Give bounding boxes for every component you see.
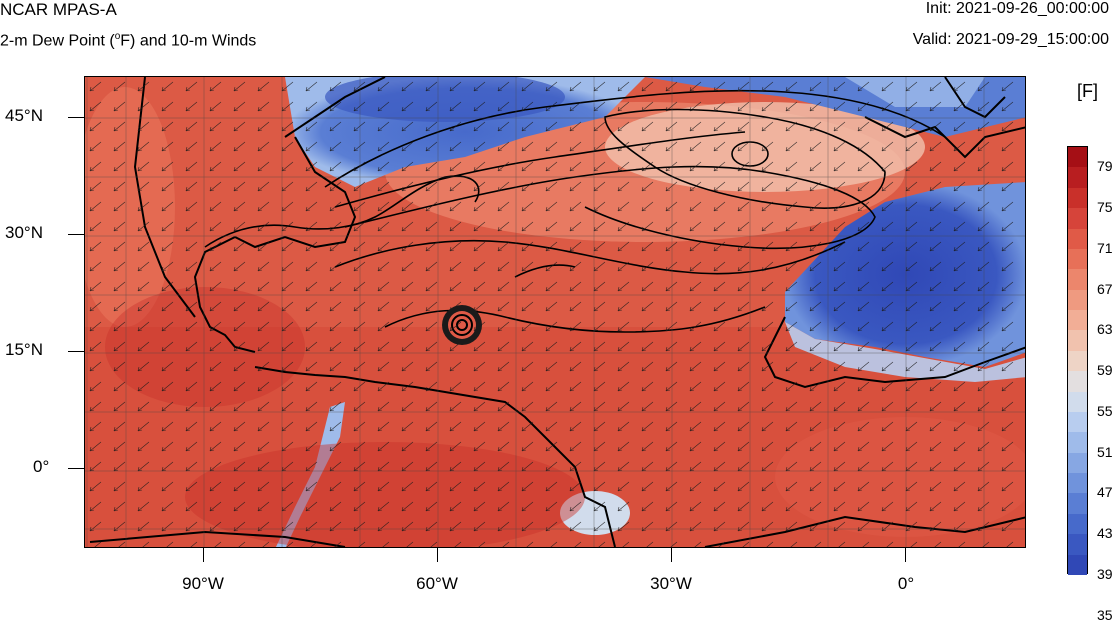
colorbar-segment [1068,248,1087,270]
colorbar-segment [1068,269,1087,291]
colorbar-segment [1068,473,1087,494]
lat-tick-0 [68,468,84,469]
colorbar-segment [1068,187,1087,209]
map-subtitle: 2-m Dew Point (oF) and 10-m Winds [0,31,256,50]
colorbar-segment [1068,350,1087,372]
colorbar-label: 39 [1097,566,1113,582]
lon-label-0: 0° [897,574,915,593]
lon-tick-60w [437,548,438,562]
subtitle-degree: o [114,31,121,42]
colorbar-segment [1068,167,1087,189]
colorbar-label: 63 [1097,321,1113,338]
colorbar-label: 51 [1097,443,1113,460]
colorbar-unit: [F] [1077,81,1098,101]
lon-label-60w: 60°W [416,574,458,593]
colorbar-segment [1068,513,1087,535]
lat-label-15n: 15°N [5,340,43,359]
colorbar-segment [1068,371,1087,393]
colorbar-label: 47 [1097,484,1113,501]
valid-time: Valid: 2021-09-29_15:00:00 [912,31,1109,48]
colorbar-segment [1068,330,1087,352]
colorbar-label: 79 [1097,158,1113,175]
lat-tick-30 [68,234,84,235]
wind-vectors [85,77,1025,547]
lat-label-30n: 30°N [5,223,43,242]
colorbar-segment [1068,147,1087,168]
lon-tick-30w [671,548,672,562]
colorbar-segment [1068,554,1087,576]
colorbar-label: 55 [1097,402,1113,419]
colorbar-segment [1068,289,1087,311]
colorbar-segment [1068,228,1087,250]
lon-label-30w: 30°W [650,574,692,593]
colorbar-label: 43 [1097,525,1113,542]
colorbar-segment [1068,432,1087,454]
colorbar-label: 75 [1097,199,1113,216]
lon-tick-90w [203,548,204,562]
map-title: NCAR MPAS-A [0,0,117,19]
lat-label-45n: 45°N [5,106,43,125]
colorbar-segment [1068,310,1087,331]
colorbar-segment [1068,493,1087,515]
colorbar-segment [1068,411,1087,433]
colorbar-label: 35 [1097,606,1113,623]
graticule [85,77,1025,547]
colorbar-label: 59 [1097,362,1113,379]
colorbar-label: 67 [1097,280,1113,297]
colorbar [1067,146,1088,576]
subtitle-post: F) and 10-m Winds [120,32,257,50]
lat-tick-45 [68,117,84,118]
lon-label-90w: 90°W [182,574,224,593]
init-time: Init: 2021-09-26_00:00:00 [925,0,1109,17]
colorbar-segment [1068,452,1087,474]
subtitle-pre: 2-m Dew Point ( [0,32,115,50]
lon-tick-0 [905,548,906,562]
colorbar-label: 71 [1097,239,1113,256]
colorbar-segment [1068,534,1087,556]
colorbar-segment [1068,208,1087,230]
colorbar-segment [1068,391,1087,413]
lat-tick-15 [68,351,84,352]
dewpoint-map [84,76,1026,548]
lat-label-0: 0° [33,457,50,476]
